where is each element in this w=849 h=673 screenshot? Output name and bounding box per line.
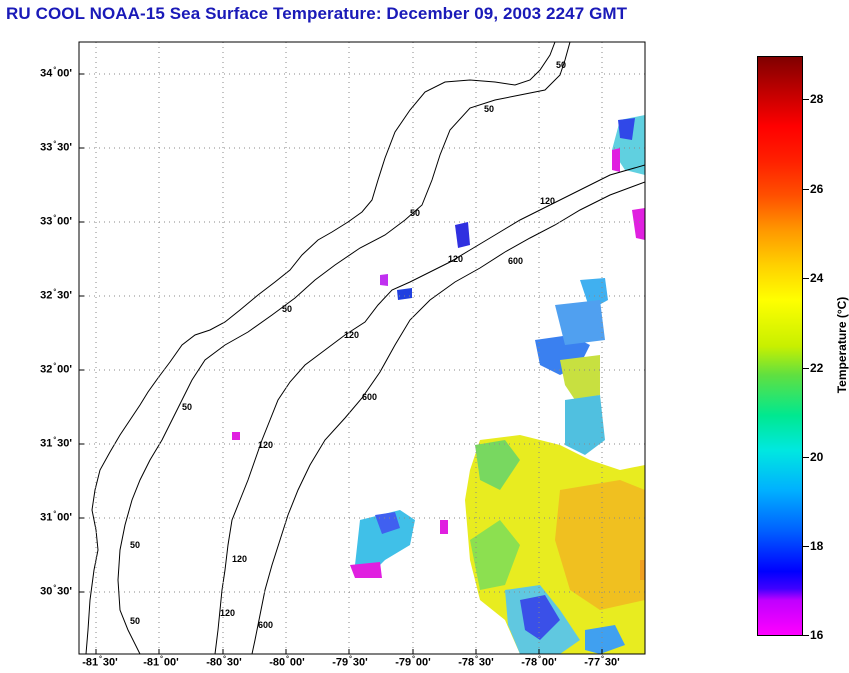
lon-label: -81°00' [143, 656, 179, 669]
colorbar-tick [803, 189, 809, 190]
map-grid [79, 42, 645, 654]
isobath-label-120: 120 [220, 608, 235, 618]
lat-label: 33°30' [40, 141, 72, 154]
colorbar-label: 26 [810, 182, 824, 196]
colorbar-label: 20 [810, 450, 824, 464]
lat-label: 33°00' [40, 215, 72, 228]
lat-label: 32°30' [40, 289, 72, 302]
colorbar-label: 28 [810, 92, 824, 106]
lat-label: 30°30' [40, 585, 72, 598]
map-title: RU COOL NOAA-15 Sea Surface Temperature:… [6, 4, 628, 23]
lat-label: 32°00' [40, 363, 72, 376]
lat-label: 34°00' [40, 67, 72, 80]
lon-label: -78°00' [521, 656, 557, 669]
lat-label: 31°30' [40, 437, 72, 450]
lat-label: 31°00' [40, 511, 72, 524]
isobath-label-600: 600 [258, 620, 273, 630]
colorbar-label: 22 [810, 361, 824, 375]
colorbar-tick [803, 99, 809, 100]
isobath-label-50: 50 [484, 104, 494, 114]
isobath-label-120: 120 [344, 330, 359, 340]
isobath-label-600: 600 [508, 256, 523, 266]
colorbar-tick [803, 278, 809, 279]
isobath-label-50: 50 [282, 304, 292, 314]
colorbar-tick [803, 546, 809, 547]
sst-data-field [232, 115, 645, 654]
isobath-label-50: 50 [410, 208, 420, 218]
colorbar-tick [803, 457, 809, 458]
coastline [85, 42, 556, 654]
lon-label: -79°30' [332, 656, 368, 669]
colorbar-label: 16 [810, 628, 824, 642]
temperature-colorbar [757, 56, 803, 636]
colorbar-tick [803, 635, 809, 636]
lon-label: -79°00' [395, 656, 431, 669]
lon-label: -80°00' [269, 656, 305, 669]
isobath-120 [214, 164, 645, 654]
isobath-label-120: 120 [448, 254, 463, 264]
isobath-label-120: 120 [232, 554, 247, 564]
isobath-label-50: 50 [130, 616, 140, 626]
plot-frame [78, 41, 646, 655]
lon-label: -81°30' [82, 656, 118, 669]
lon-label: -77°30' [584, 656, 620, 669]
isobath-label-50: 50 [556, 60, 566, 70]
lon-label: -80°30' [206, 656, 242, 669]
colorbar-label: 24 [810, 271, 824, 285]
isobath-label-50: 50 [130, 540, 140, 550]
lon-label: -78°30' [458, 656, 494, 669]
isobath-600 [251, 181, 645, 654]
isobath-label-600: 600 [362, 392, 377, 402]
isobath-50 [117, 42, 571, 654]
colorbar-tick [803, 368, 809, 369]
isobath-label-120: 120 [540, 196, 555, 206]
colorbar-label: 18 [810, 539, 824, 553]
isobath-label-120: 120 [258, 440, 273, 450]
isobath-label-50: 50 [182, 402, 192, 412]
colorbar-title: Temperature (°C) [835, 296, 849, 394]
